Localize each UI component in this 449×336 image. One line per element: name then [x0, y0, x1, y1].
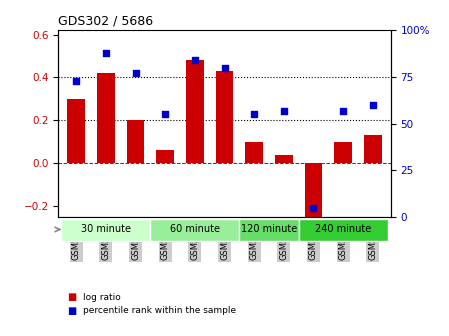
Bar: [299, 219, 387, 241]
Point: [191, 57, 198, 63]
Text: ■: ■: [67, 292, 77, 302]
Point: [310, 205, 317, 210]
Point: [73, 78, 80, 83]
Text: 60 minute: 60 minute: [170, 224, 220, 235]
Bar: [275, 155, 293, 163]
Bar: [245, 142, 263, 163]
Bar: [304, 163, 322, 221]
Point: [221, 65, 228, 70]
Bar: [364, 135, 382, 163]
Text: ■: ■: [67, 306, 77, 316]
Point: [102, 50, 110, 55]
Text: percentile rank within the sample: percentile rank within the sample: [83, 306, 236, 315]
Bar: [216, 71, 233, 163]
Bar: [62, 219, 150, 241]
Text: 30 minute: 30 minute: [81, 224, 131, 235]
Bar: [127, 120, 145, 163]
Bar: [97, 73, 115, 163]
Point: [132, 71, 139, 76]
Bar: [239, 219, 299, 241]
Point: [280, 108, 287, 113]
Point: [369, 102, 376, 108]
Bar: [334, 142, 352, 163]
Point: [251, 112, 258, 117]
Bar: [67, 99, 85, 163]
Text: 240 minute: 240 minute: [315, 224, 371, 235]
Text: 120 minute: 120 minute: [241, 224, 297, 235]
Text: log ratio: log ratio: [83, 293, 121, 302]
Bar: [186, 60, 204, 163]
Bar: [150, 219, 239, 241]
Point: [162, 112, 169, 117]
Point: [339, 108, 347, 113]
Text: GDS302 / 5686: GDS302 / 5686: [58, 15, 154, 28]
Bar: [156, 151, 174, 163]
